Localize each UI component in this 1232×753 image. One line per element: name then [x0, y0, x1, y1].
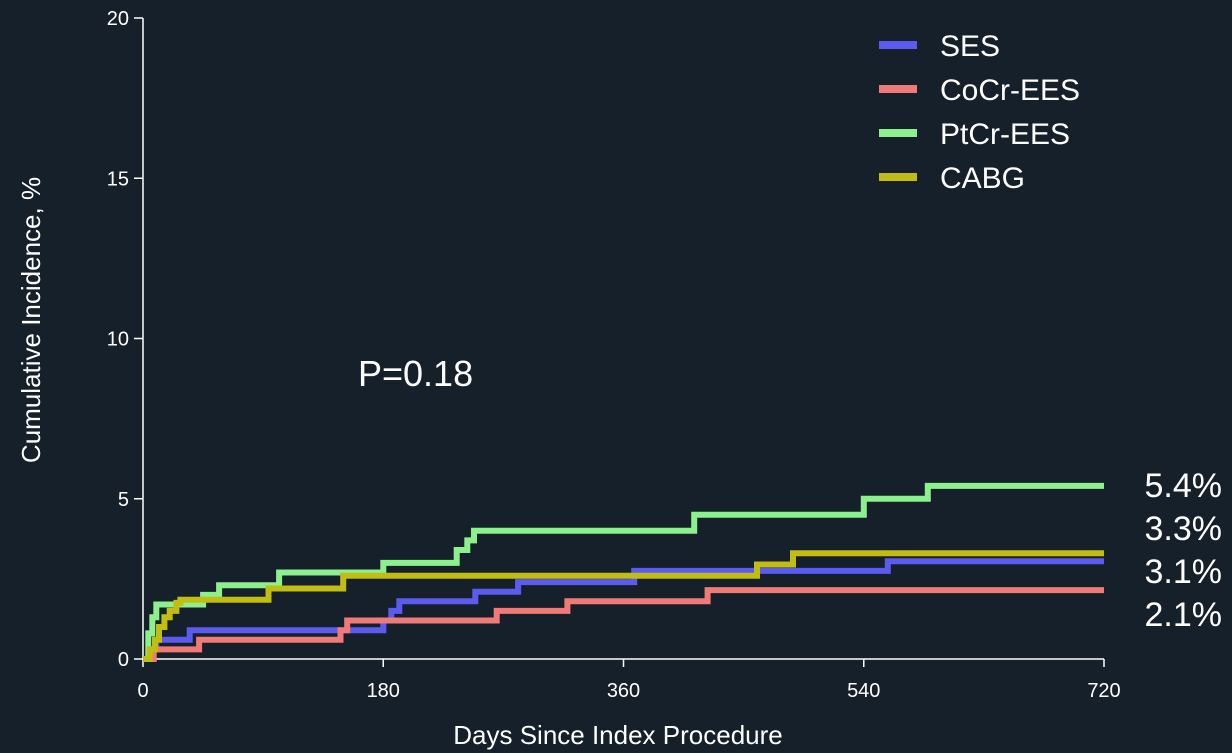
end-value-label: 2.1%	[1145, 596, 1223, 634]
legend-label: CoCr-EES	[940, 74, 1080, 107]
x-tick-label: 180	[367, 680, 400, 702]
legend-swatch	[879, 173, 917, 181]
series-line-cocr-ees	[143, 587, 1104, 662]
end-value-label: 3.1%	[1145, 553, 1223, 591]
series-lines	[143, 482, 1104, 662]
x-tick-label: 360	[607, 680, 640, 702]
end-labels: 5.4% 3.3% 3.1% 2.1%	[1145, 467, 1223, 634]
y-tick-label: 15	[107, 168, 129, 190]
x-axis-title: Days Since Index Procedure	[453, 720, 783, 750]
legend-label: SES	[940, 30, 1000, 63]
y-tick-label: 5	[118, 489, 129, 511]
series-line-ptcr-ees	[143, 482, 1104, 662]
end-value-label: 5.4%	[1145, 467, 1223, 505]
y-tick-label: 20	[107, 8, 129, 30]
series-line-cabg	[143, 550, 1104, 662]
ticks: 0 5 10 15 20 0 180 360 540 720	[107, 8, 1121, 702]
y-axis-title: Cumulative Incidence, %	[16, 177, 46, 463]
legend-label: CABG	[940, 162, 1025, 195]
y-tick-label: 10	[107, 329, 129, 351]
p-value-annotation: P=0.18	[358, 353, 473, 394]
end-value-label: 3.3%	[1145, 510, 1223, 548]
legend-swatch	[879, 129, 917, 137]
x-tick-label: 540	[847, 680, 880, 702]
x-tick-label: 720	[1087, 680, 1120, 702]
legend-label: PtCr-EES	[940, 118, 1070, 151]
y-tick-label: 0	[118, 649, 129, 671]
legend-swatch	[879, 85, 917, 93]
legend-swatch	[879, 41, 917, 49]
legend: SES CoCr-EES PtCr-EES CABG	[879, 30, 1080, 195]
x-tick-label: 0	[137, 680, 148, 702]
